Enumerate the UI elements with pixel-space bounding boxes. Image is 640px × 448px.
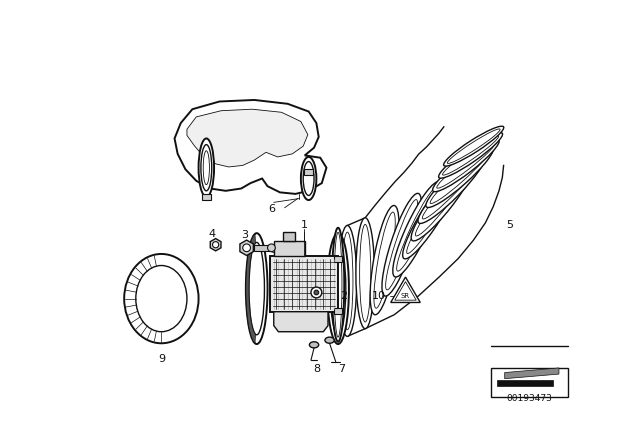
Text: 5: 5 [507, 220, 514, 230]
Ellipse shape [334, 233, 342, 337]
Circle shape [212, 241, 219, 248]
Polygon shape [391, 277, 420, 302]
Circle shape [268, 244, 275, 252]
Text: 10: 10 [371, 291, 385, 301]
Bar [334, 255, 342, 262]
Polygon shape [246, 234, 255, 343]
Bar [334, 308, 342, 314]
Ellipse shape [204, 151, 209, 185]
Ellipse shape [201, 145, 212, 191]
Ellipse shape [246, 233, 268, 344]
Ellipse shape [303, 162, 314, 195]
Ellipse shape [422, 158, 482, 219]
Ellipse shape [332, 228, 344, 342]
Ellipse shape [330, 242, 346, 335]
Ellipse shape [338, 225, 356, 336]
Text: 00193473: 00193473 [507, 394, 552, 403]
Ellipse shape [356, 218, 374, 329]
Text: 7: 7 [339, 365, 346, 375]
Text: SR: SR [401, 293, 410, 299]
Text: 2: 2 [340, 291, 347, 301]
Ellipse shape [374, 212, 396, 308]
Ellipse shape [397, 187, 438, 271]
Ellipse shape [124, 254, 198, 343]
Ellipse shape [386, 199, 418, 290]
Ellipse shape [309, 342, 319, 348]
Bar [491, 368, 568, 397]
Circle shape [311, 287, 322, 298]
Ellipse shape [411, 162, 474, 241]
Bar [274, 241, 305, 256]
Text: 8: 8 [313, 365, 320, 375]
Polygon shape [505, 368, 559, 379]
Ellipse shape [426, 146, 493, 207]
Circle shape [314, 290, 319, 295]
Ellipse shape [136, 266, 187, 332]
Ellipse shape [403, 172, 460, 259]
Bar [304, 169, 313, 176]
Circle shape [243, 244, 250, 252]
Ellipse shape [447, 129, 500, 164]
Ellipse shape [406, 177, 456, 254]
Text: 9: 9 [158, 353, 165, 364]
Ellipse shape [342, 232, 353, 330]
Ellipse shape [438, 133, 502, 178]
Ellipse shape [301, 157, 316, 200]
Polygon shape [211, 238, 221, 251]
Text: 4: 4 [208, 229, 215, 239]
Ellipse shape [393, 181, 442, 277]
Ellipse shape [415, 167, 470, 236]
Ellipse shape [436, 142, 495, 188]
Ellipse shape [418, 154, 486, 224]
Ellipse shape [444, 126, 504, 166]
Polygon shape [497, 380, 553, 386]
Polygon shape [175, 100, 326, 194]
Bar [283, 232, 296, 241]
Ellipse shape [433, 139, 499, 192]
Bar [270, 256, 338, 312]
Text: 3: 3 [241, 230, 248, 241]
Ellipse shape [198, 138, 214, 197]
Ellipse shape [325, 337, 334, 343]
Ellipse shape [370, 206, 399, 315]
Bar [202, 194, 211, 200]
Text: 6: 6 [269, 204, 276, 214]
Ellipse shape [382, 194, 421, 296]
Polygon shape [240, 240, 253, 255]
Polygon shape [395, 282, 416, 300]
Ellipse shape [443, 136, 499, 175]
Ellipse shape [360, 224, 371, 322]
Polygon shape [187, 109, 308, 167]
Ellipse shape [327, 233, 349, 344]
Bar [254, 245, 271, 251]
Polygon shape [274, 312, 328, 332]
Ellipse shape [249, 242, 264, 335]
Ellipse shape [430, 151, 490, 203]
Text: 1: 1 [300, 220, 307, 230]
